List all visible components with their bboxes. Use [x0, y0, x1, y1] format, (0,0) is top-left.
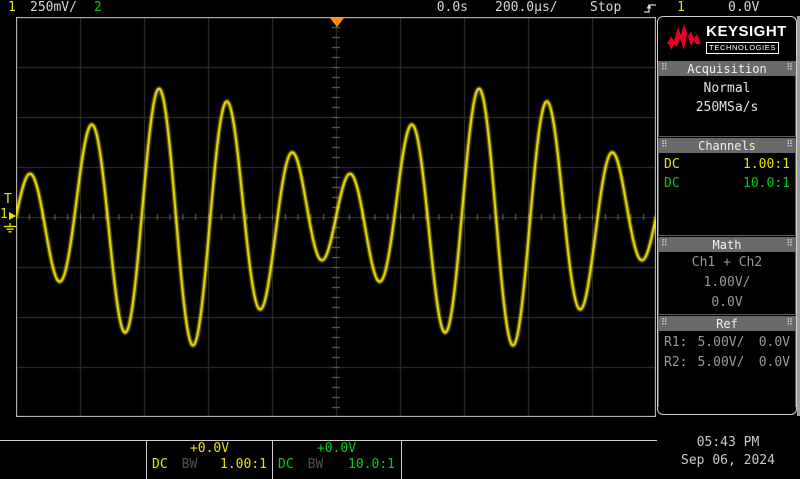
ch1-coupling-bottom: DC [152, 457, 168, 472]
keysight-spark-icon [667, 24, 702, 54]
ch1-status-box[interactable]: +0.0V DC BW 1.00:1 [147, 441, 272, 479]
ref1-offset: 0.0V [758, 335, 790, 350]
grip-icon: ⠿ [661, 239, 668, 249]
grip-icon: ⠿ [786, 239, 793, 249]
top-status-bar: 1 250mV/ 2 0.0s 200.0µs/ Stop 1 0.0V [0, 0, 800, 16]
ch1-ground-marker-label[interactable]: 1 [0, 207, 8, 222]
bottom-divider [0, 440, 657, 441]
channels-header[interactable]: ⠿ Channels ⠿ [658, 138, 796, 153]
ch2-coupling: DC [664, 176, 680, 191]
ch1-bw-limit: BW [181, 457, 198, 472]
trigger-level-marker[interactable]: T [4, 192, 12, 207]
acquisition-mode: Normal [703, 81, 751, 96]
channel1-row[interactable]: DC 1.00:1 [659, 153, 795, 174]
ref-title: Ref [716, 316, 738, 331]
ch2-number[interactable]: 2 [94, 0, 102, 15]
sample-rate: 250MSa/s [695, 100, 759, 115]
ref1-row[interactable]: R1: 5.00V/ 0.0V [659, 331, 795, 353]
ch1-probe: 1.00:1 [743, 157, 790, 172]
grip-icon: ⠿ [661, 63, 668, 73]
graticule-canvas[interactable] [16, 17, 656, 417]
grip-icon: ⠿ [786, 318, 793, 328]
math-scale: 1.00V/ [703, 275, 751, 290]
ch1-number[interactable]: 1 [8, 0, 16, 15]
bezel-strip [797, 16, 800, 416]
grip-icon: ⠿ [786, 140, 793, 150]
acquisition-title: Acquisition [687, 61, 767, 76]
ref2-row[interactable]: R2: 5.00V/ 0.0V [659, 353, 795, 373]
ref-header[interactable]: ⠿ Ref ⠿ [658, 316, 796, 331]
ch2-coupling-bottom: DC [278, 457, 294, 472]
ch2-offset: +0.0V [316, 441, 357, 456]
divider [146, 441, 147, 479]
grip-icon: ⠿ [661, 140, 668, 150]
ref2-scale: 5.00V/ [697, 355, 745, 370]
sidebar: KEYSIGHT TECHNOLOGIES ⠿ Acquisition ⠿ No… [657, 16, 797, 415]
ref1-scale: 5.00V/ [697, 335, 745, 350]
math-panel[interactable]: Ch1 + Ch2 1.00V/ 0.0V [658, 252, 796, 315]
time: 05:43 PM [696, 435, 760, 450]
grip-icon: ⠿ [661, 318, 668, 328]
divider [272, 441, 273, 479]
ref1-label: R1: [664, 335, 688, 350]
channels-panel: DC 1.00:1 DC 10.0:1 [658, 153, 796, 236]
horizontal-delay[interactable]: 0.0s [436, 0, 468, 15]
clock: 05:43 PM Sep 06, 2024 [656, 434, 800, 470]
ch2-probe: 10.0:1 [743, 176, 790, 191]
brand-name: KEYSIGHT [706, 23, 787, 41]
run-state[interactable]: Stop [590, 0, 622, 15]
channels-title: Channels [698, 138, 756, 153]
ref2-label: R2: [664, 355, 688, 370]
ch2-status-box[interactable]: +0.0V DC BW 10.0:1 [273, 441, 400, 479]
channel2-row[interactable]: DC 10.0:1 [659, 174, 795, 193]
ch1-ground-arrow-icon [9, 212, 16, 220]
timebase[interactable]: 200.0µs/ [495, 0, 558, 15]
math-offset: 0.0V [711, 295, 743, 310]
ch1-probe-bottom: 1.00:1 [220, 457, 267, 472]
grip-icon: ⠿ [786, 63, 793, 73]
date: Sep 06, 2024 [681, 453, 775, 468]
math-function: Ch1 + Ch2 [691, 255, 763, 270]
divider [401, 441, 402, 479]
trigger-time-marker[interactable] [330, 18, 344, 27]
math-header[interactable]: ⠿ Math ⠿ [658, 237, 796, 252]
math-title: Math [712, 237, 742, 252]
ch1-coupling: DC [664, 157, 680, 172]
ref-panel: R1: 5.00V/ 0.0V R2: 5.00V/ 0.0V [658, 331, 796, 407]
ref2-offset: 0.0V [758, 355, 790, 370]
ground-icon [3, 222, 17, 237]
ch2-bw-limit: BW [307, 457, 324, 472]
acquisition-panel[interactable]: Normal 250MSa/s [658, 76, 796, 137]
ch2-probe-bottom: 10.0:1 [348, 457, 395, 472]
acquisition-header[interactable]: ⠿ Acquisition ⠿ [658, 61, 796, 76]
brand-sub: TECHNOLOGIES [706, 42, 779, 54]
trigger-slope-icon [643, 2, 657, 19]
trigger-level-value[interactable]: 0.0V [728, 0, 760, 15]
ch1-scale[interactable]: 250mV/ [30, 0, 77, 15]
keysight-logo: KEYSIGHT TECHNOLOGIES [658, 17, 796, 61]
trigger-source[interactable]: 1 [677, 0, 685, 15]
ch1-offset: +0.0V [189, 441, 230, 456]
